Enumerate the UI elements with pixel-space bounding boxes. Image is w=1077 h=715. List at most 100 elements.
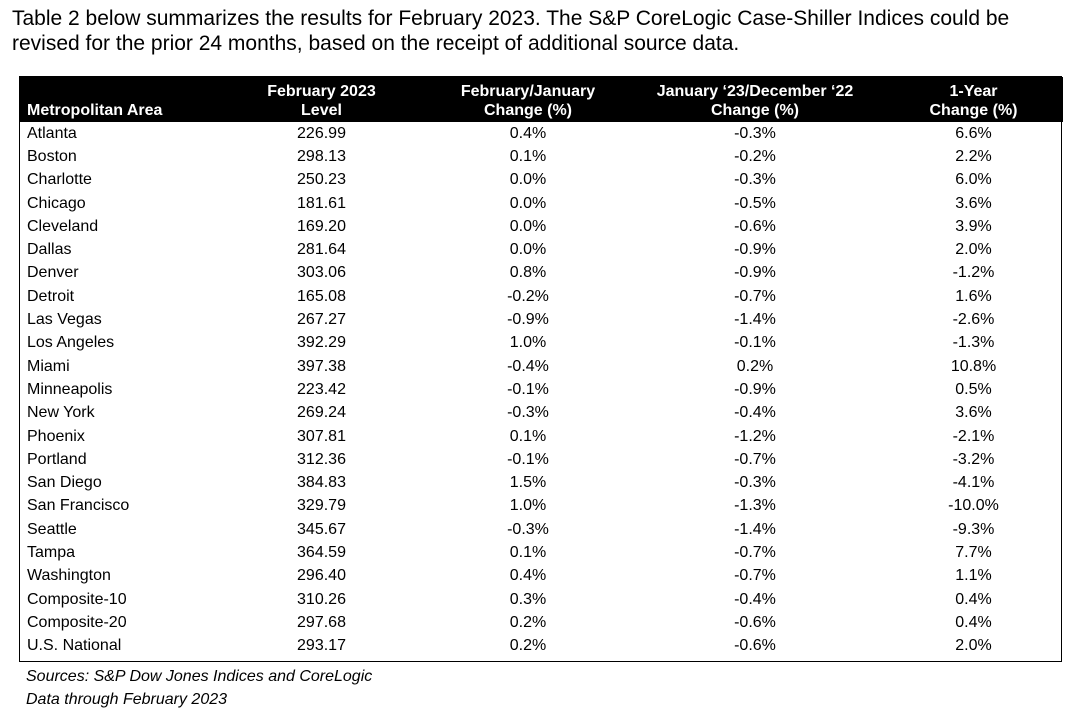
cell-one-year-change: 3.6% [955, 404, 992, 422]
cell-one-year-change: 0.4% [955, 590, 992, 608]
cell-metropolitan-area: U.S. National [27, 637, 122, 655]
cell-one-year-change: 6.6% [955, 124, 992, 142]
cell-one-year-change: 3.9% [955, 217, 992, 235]
cell-feb-jan-change: 0.1% [509, 147, 547, 165]
cell-metropolitan-area: Minneapolis [27, 380, 113, 398]
table-row: Portland 312.36 -0.1% -0.7% -3.2% [20, 448, 1063, 471]
header-level-line1: February 2023 [267, 83, 376, 100]
table-row: Detroit 165.08 -0.2% -0.7% 1.6% [20, 285, 1063, 308]
cell-jan-dec-change: -0.6% [734, 613, 776, 631]
cell-metropolitan-area: Atlanta [27, 124, 77, 142]
cell-one-year-change: -9.3% [952, 520, 995, 538]
cell-metropolitan-area: New York [27, 404, 95, 422]
cell-level: 364.59 [297, 543, 346, 561]
cell-one-year-change: -3.2% [952, 450, 995, 468]
cell-level: 223.42 [297, 380, 346, 398]
cell-feb-jan-change: 1.0% [509, 334, 547, 352]
cell-feb-jan-change: 1.5% [509, 474, 547, 492]
table-row: Composite-10 310.26 0.3% -0.4% 0.4% [20, 588, 1063, 611]
header-area-label: Metropolitan Area [27, 102, 163, 119]
cell-metropolitan-area: Phoenix [27, 427, 85, 445]
cell-metropolitan-area: Dallas [27, 241, 72, 259]
cell-one-year-change: 0.5% [955, 380, 992, 398]
cell-feb-jan-change: -0.1% [507, 450, 549, 468]
cell-metropolitan-area: Boston [27, 147, 77, 165]
cell-one-year-change: 7.7% [955, 543, 992, 561]
table-row: U.S. National 293.17 0.2% -0.6% 2.0% [20, 635, 1063, 658]
header-level: February 2023 Level [213, 77, 430, 122]
cell-feb-jan-change: -0.2% [507, 287, 549, 305]
cell-metropolitan-area: Miami [27, 357, 70, 375]
cell-feb-jan-change: 1.0% [509, 497, 547, 515]
table-row: Cleveland 169.20 0.0% -0.6% 3.9% [20, 215, 1063, 238]
table-row: Las Vegas 267.27 -0.9% -1.4% -2.6% [20, 308, 1063, 331]
cell-metropolitan-area: Portland [27, 450, 87, 468]
table-body: Atlanta 226.99 0.4% -0.3% 6.6% Boston 298.13 0.… [20, 122, 1063, 658]
cell-metropolitan-area: Charlotte [27, 171, 92, 189]
cell-feb-jan-change: 0.3% [509, 590, 547, 608]
header-year-line2: Change (%) [929, 102, 1018, 119]
table-row: Los Angeles 392.29 1.0% -0.1% -1.3% [20, 332, 1063, 355]
table-row: Tampa 364.59 0.1% -0.7% 7.7% [20, 541, 1063, 564]
cell-jan-dec-change: -0.3% [734, 171, 776, 189]
table-header: Metropolitan Area February 2023 Level Fe… [20, 77, 1063, 122]
cell-metropolitan-area: San Francisco [27, 497, 130, 515]
table-row: Atlanta 226.99 0.4% -0.3% 6.6% [20, 122, 1063, 145]
cell-level: 397.38 [297, 357, 346, 375]
header-jan-dec-change: January ‘23/December ‘22 Change (%) [626, 77, 884, 122]
cell-jan-dec-change: -0.4% [734, 590, 776, 608]
cell-jan-dec-change: -0.9% [734, 264, 776, 282]
cell-feb-jan-change: -0.3% [507, 520, 549, 538]
cell-one-year-change: 2.0% [955, 241, 992, 259]
cell-level: 250.23 [297, 171, 346, 189]
cell-jan-dec-change: -0.1% [734, 334, 776, 352]
cell-metropolitan-area: Denver [27, 264, 79, 282]
cell-level: 384.83 [297, 474, 346, 492]
cell-jan-dec-change: -0.7% [734, 287, 776, 305]
cell-level: 267.27 [297, 311, 346, 329]
cell-jan-dec-change: -0.7% [734, 450, 776, 468]
cell-one-year-change: 2.0% [955, 637, 992, 655]
cell-one-year-change: 10.8% [950, 357, 997, 375]
cell-one-year-change: 6.0% [955, 171, 992, 189]
cell-one-year-change: 1.1% [955, 567, 992, 585]
cell-feb-jan-change: -0.3% [507, 404, 549, 422]
cell-feb-jan-change: 0.4% [509, 124, 547, 142]
cell-jan-dec-change: 0.2% [736, 357, 774, 375]
cell-feb-jan-change: -0.4% [507, 357, 549, 375]
table-row: Phoenix 307.81 0.1% -1.2% -2.1% [20, 425, 1063, 448]
cell-feb-jan-change: 0.1% [509, 543, 547, 561]
table-row: Minneapolis 223.42 -0.1% -0.9% 0.5% [20, 378, 1063, 401]
cell-jan-dec-change: -0.4% [734, 404, 776, 422]
cell-level: 310.26 [297, 590, 346, 608]
cell-one-year-change: 2.2% [955, 147, 992, 165]
cell-level: 296.40 [297, 567, 346, 585]
cell-metropolitan-area: San Diego [27, 474, 102, 492]
intro-paragraph: Table 2 below summarizes the results for… [12, 7, 1010, 55]
cell-level: 298.13 [297, 147, 346, 165]
cell-one-year-change: -2.1% [952, 427, 995, 445]
sources-note: Sources: S&P Dow Jones Indices and CoreL… [26, 668, 373, 685]
cell-one-year-change: -10.0% [948, 497, 999, 515]
cell-feb-jan-change: -0.9% [507, 311, 549, 329]
cell-level: 293.17 [297, 637, 346, 655]
table-row: Chicago 181.61 0.0% -0.5% 3.6% [20, 192, 1063, 215]
cell-metropolitan-area: Cleveland [27, 217, 99, 235]
cell-metropolitan-area: Washington [27, 567, 111, 585]
table-row: Charlotte 250.23 0.0% -0.3% 6.0% [20, 169, 1063, 192]
cell-level: 307.81 [297, 427, 346, 445]
cell-jan-dec-change: -1.4% [734, 520, 776, 538]
table-row: San Francisco 329.79 1.0% -1.3% -10.0% [20, 495, 1063, 518]
cell-level: 226.99 [297, 124, 346, 142]
table-row: San Diego 384.83 1.5% -0.3% -4.1% [20, 471, 1063, 494]
table-row: Composite-20 297.68 0.2% -0.6% 0.4% [20, 611, 1063, 634]
cell-metropolitan-area: Tampa [27, 543, 76, 561]
table-row: Boston 298.13 0.1% -0.2% 2.2% [20, 145, 1063, 168]
results-table: Metropolitan Area February 2023 Level Fe… [20, 77, 1063, 658]
cell-one-year-change: 3.6% [955, 194, 992, 212]
cell-metropolitan-area: Composite-10 [27, 590, 127, 608]
cell-level: 297.68 [297, 613, 346, 631]
cell-level: 169.20 [297, 217, 346, 235]
cell-level: 281.64 [297, 241, 346, 259]
cell-one-year-change: 1.6% [955, 287, 992, 305]
